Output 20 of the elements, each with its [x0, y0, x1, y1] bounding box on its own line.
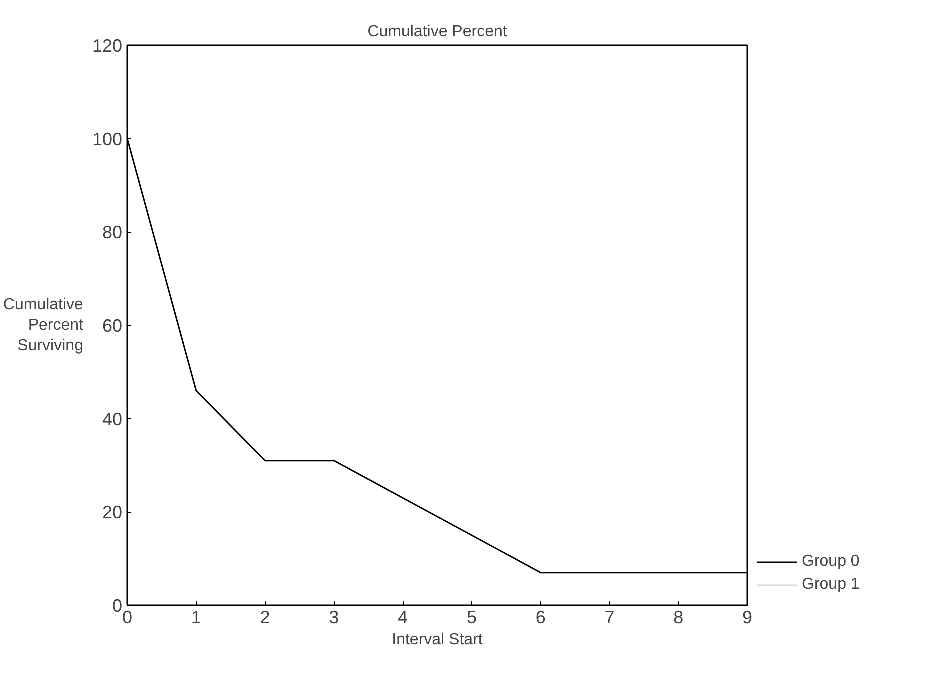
- x-tick-label: 7: [604, 608, 615, 628]
- x-axis-title: Interval Start: [392, 632, 484, 648]
- y-tick-label: 100: [92, 129, 123, 150]
- y-tick-label: 80: [102, 222, 123, 243]
- x-tick-label: 3: [329, 608, 340, 628]
- legend-label: Group 0: [802, 553, 860, 571]
- y-tick-label: 60: [102, 316, 123, 336]
- x-tick-label: 8: [674, 608, 684, 628]
- x-tick-label: 4: [398, 608, 408, 628]
- y-tick-label: 20: [102, 502, 123, 523]
- x-tick-label: 1: [191, 608, 202, 628]
- x-tick-label: 9: [742, 608, 753, 628]
- y-axis-title: Cumulative Percent Surviving: [3, 296, 84, 354]
- y-tick-label: 40: [102, 409, 123, 430]
- y-tick-label: 120: [92, 36, 123, 56]
- chart-title: Cumulative Percent: [368, 24, 508, 40]
- x-tick-label: 6: [536, 608, 546, 628]
- legend-label: Group 1: [802, 576, 860, 594]
- x-tick-label: 2: [260, 608, 270, 628]
- x-tick-label: 5: [466, 608, 477, 628]
